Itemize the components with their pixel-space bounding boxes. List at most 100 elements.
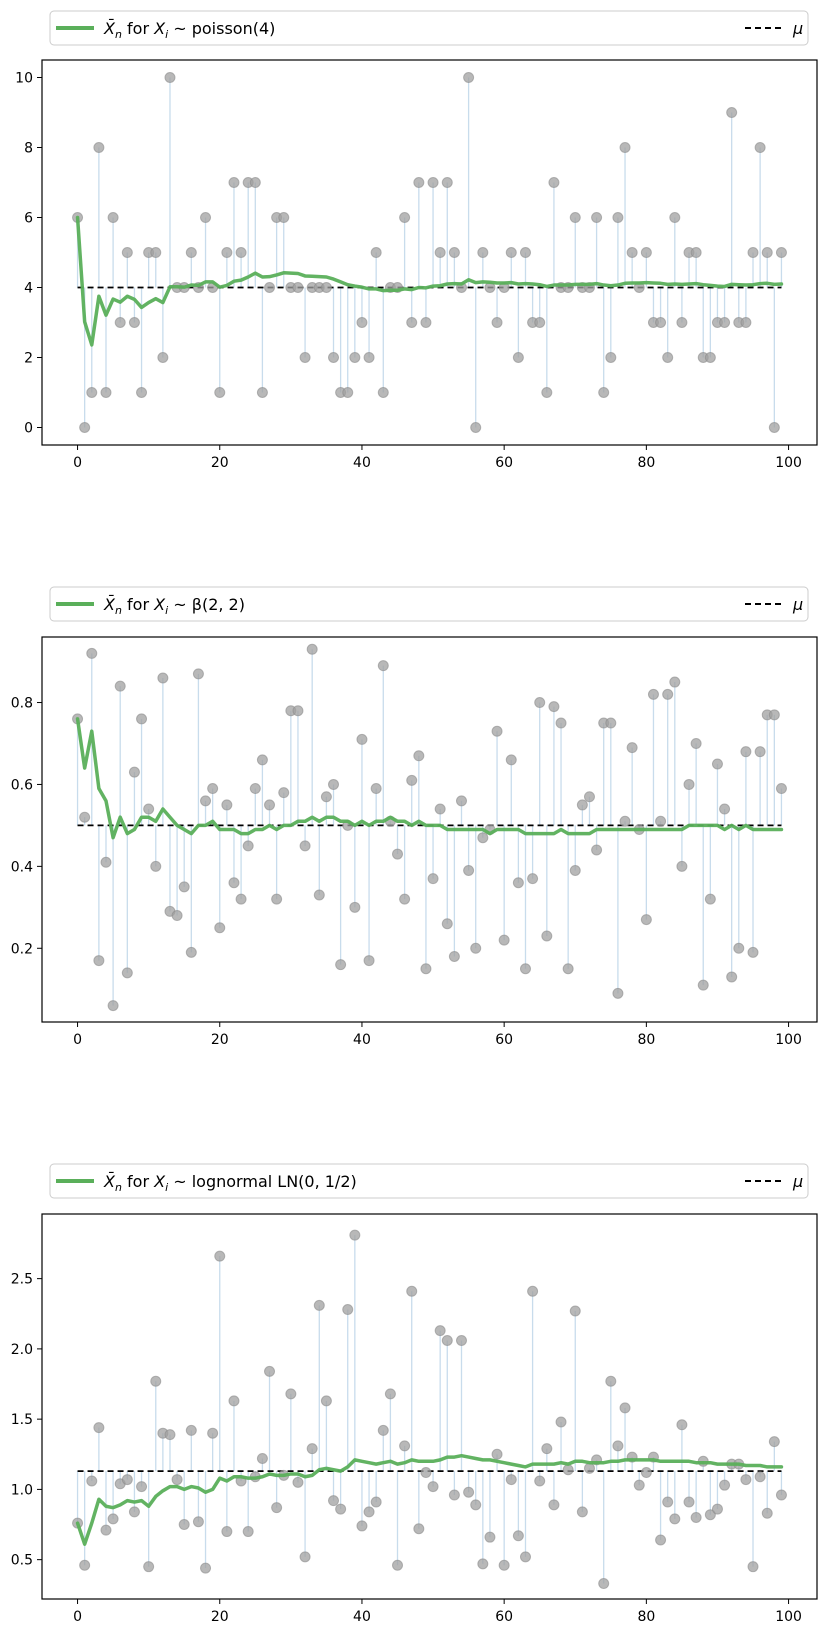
sample-point xyxy=(470,1499,482,1511)
sample-point xyxy=(271,893,283,905)
sample-point xyxy=(427,873,439,885)
sample-point xyxy=(512,1530,524,1542)
sample-point xyxy=(100,856,112,868)
sample-point xyxy=(143,1561,155,1573)
sample-point xyxy=(441,918,453,930)
sample-point xyxy=(491,317,503,328)
sample-point xyxy=(512,352,524,363)
sample-point xyxy=(598,387,610,398)
sample-point xyxy=(256,387,268,398)
sample-point xyxy=(399,1440,411,1452)
sample-point xyxy=(605,717,617,729)
sample-point xyxy=(271,1502,283,1514)
y-tick-label: 2.5 xyxy=(11,1272,33,1288)
legend-label-sample-mean: X̄n for Xi ~ poisson(4) xyxy=(103,19,275,41)
sample-point xyxy=(491,1448,503,1460)
sample-point xyxy=(519,963,531,975)
sample-point xyxy=(740,1474,752,1486)
sample-point xyxy=(512,877,524,889)
sample-point xyxy=(477,247,489,258)
sample-point xyxy=(441,177,453,188)
sample-point xyxy=(647,688,659,700)
sample-point xyxy=(640,1467,652,1479)
sample-point xyxy=(562,1464,574,1476)
sample-point xyxy=(576,799,588,811)
sample-point xyxy=(150,860,162,872)
sample-point xyxy=(79,811,91,823)
sample-point xyxy=(200,795,212,807)
sample-point xyxy=(143,803,155,815)
sample-point xyxy=(342,387,354,398)
sample-point xyxy=(264,1365,276,1377)
sample-point xyxy=(107,1513,119,1525)
sample-point xyxy=(583,791,595,803)
sample-point xyxy=(569,864,581,876)
sample-point xyxy=(299,840,311,852)
legend-label-mu: μ xyxy=(792,595,803,614)
sample-point xyxy=(207,1427,219,1439)
sample-point xyxy=(591,212,603,223)
y-tick-label: 6 xyxy=(24,211,33,227)
x-tick-label: 0 xyxy=(73,1032,82,1048)
legend: X̄n for Xi ~ poisson(4) μ xyxy=(49,10,809,46)
sample-point xyxy=(534,697,546,709)
sample-point xyxy=(121,247,133,258)
sample-point xyxy=(527,1285,539,1297)
sample-point xyxy=(86,647,98,659)
sample-point xyxy=(292,282,304,293)
legend: X̄n for Xi ~ lognormal LN(0, 1/2) μ xyxy=(49,1163,809,1199)
sample-point xyxy=(420,317,432,328)
sample-point xyxy=(264,799,276,811)
sample-point xyxy=(562,963,574,975)
sample-point xyxy=(185,946,197,958)
sample-point xyxy=(136,387,148,398)
sample-point xyxy=(697,979,709,991)
sample-point xyxy=(235,247,247,258)
sample-point xyxy=(733,942,745,954)
sample-point xyxy=(178,1519,190,1531)
sample-point xyxy=(768,422,780,433)
y-tick-label: 10 xyxy=(15,71,33,87)
sample-point xyxy=(704,1509,716,1521)
sample-point xyxy=(136,713,148,725)
sample-point xyxy=(299,352,311,363)
sample-point xyxy=(121,967,133,979)
running-mean-line xyxy=(75,717,784,840)
sample-point xyxy=(448,950,460,962)
sample-point xyxy=(171,1474,183,1486)
sample-point xyxy=(669,1513,681,1525)
sample-point xyxy=(249,177,261,188)
sample-point xyxy=(612,212,624,223)
sample-point xyxy=(640,914,652,926)
sample-point xyxy=(704,893,716,905)
sample-point xyxy=(434,247,446,258)
sample-point xyxy=(86,387,98,398)
sample-point xyxy=(761,1507,773,1519)
sample-point xyxy=(128,1506,140,1518)
sample-point xyxy=(256,1452,268,1464)
sample-point xyxy=(420,963,432,975)
sample-point xyxy=(221,247,233,258)
sample-point xyxy=(249,783,261,795)
sample-point xyxy=(754,746,766,758)
sample-point xyxy=(285,1388,297,1400)
sample-point xyxy=(427,177,439,188)
legend-label-sample-mean: X̄n for Xi ~ β(2, 2) xyxy=(103,595,245,617)
sample-point xyxy=(548,1499,560,1511)
sample-point xyxy=(328,1495,340,1507)
sample-point xyxy=(384,1388,396,1400)
sample-point xyxy=(363,955,375,967)
sample-point xyxy=(519,247,531,258)
sample-point xyxy=(484,1531,496,1543)
axes-frame xyxy=(41,1213,818,1600)
sample-point xyxy=(150,247,162,258)
sample-point xyxy=(726,971,738,983)
sample-point xyxy=(534,1475,546,1487)
sample-point xyxy=(363,352,375,363)
sample-point xyxy=(242,840,254,852)
y-tick-label: 0.4 xyxy=(11,859,33,875)
sample-point xyxy=(214,922,226,934)
sample-point xyxy=(704,352,716,363)
sample-point xyxy=(498,1559,510,1571)
sample-point xyxy=(633,1479,645,1491)
